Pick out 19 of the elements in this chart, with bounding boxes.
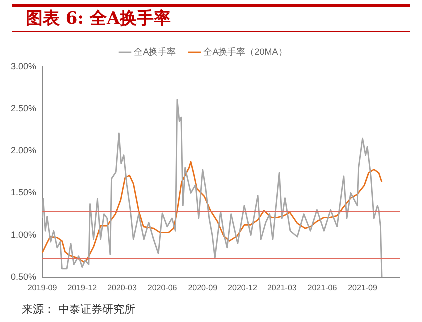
source-note: 来源： 中泰证券研究所 (22, 302, 136, 317)
x-tick-label: 2021-09 (348, 283, 378, 292)
x-tick-label: 2020-12 (228, 283, 258, 292)
x-tick-label: 2019-09 (28, 283, 58, 292)
x-tick-label: 2019-12 (68, 283, 98, 292)
chart-title: 图表 6: 全A换手率 (12, 4, 410, 32)
x-tick-label: 2020-03 (108, 283, 138, 292)
y-tick-label: 1.00% (10, 230, 37, 240)
y-tick-label: 2.00% (10, 146, 37, 156)
x-tick-label: 2020-09 (188, 283, 218, 292)
legend-label: 全A换手率 (134, 46, 176, 57)
y-tick-label: 3.00% (10, 61, 37, 72)
y-tick-label: 2.50% (10, 104, 37, 114)
legend-label: 全A换手率（20MA） (204, 46, 288, 57)
x-tick-label: 2021-06 (308, 283, 338, 292)
x-tick-label: 2020-06 (148, 283, 178, 292)
y-tick-label: 1.50% (10, 188, 37, 198)
y-tick-label: 0.50% (10, 272, 37, 282)
x-tick-label: 2021-03 (267, 283, 298, 292)
